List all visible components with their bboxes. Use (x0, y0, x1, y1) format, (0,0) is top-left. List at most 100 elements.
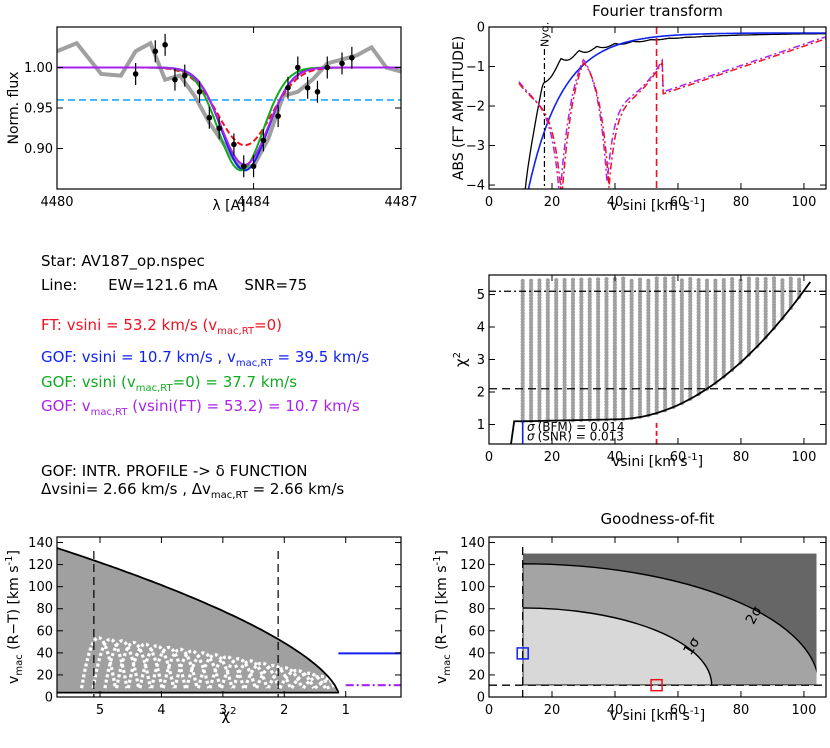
chi2-sample-point (746, 323, 751, 328)
chi2-sample-point (629, 310, 634, 316)
chi2-sample-point (579, 324, 584, 329)
y-axis-label: χ2 (452, 352, 470, 367)
x-tick-label: 4487 (384, 195, 417, 210)
chi2-sample-point (537, 342, 542, 347)
chi2-sample-point (604, 323, 609, 329)
chi2-loop-arc (220, 657, 257, 689)
chi2-sample-point (537, 331, 542, 336)
chi2-sample-point (621, 352, 626, 357)
data-point (324, 64, 331, 71)
chi2-sample-point (629, 372, 634, 377)
chi2-sample-point (654, 393, 659, 398)
chi2-sample-point (537, 398, 542, 403)
y-tick-label: 60 (468, 624, 485, 639)
chi2-sample-point (612, 405, 617, 410)
chi2-sample-point (704, 298, 710, 304)
chi2-sample-point (554, 368, 559, 373)
chi2-loop-arc (266, 666, 304, 689)
chi2-vmac-plot-area (57, 547, 401, 697)
chi2-loop-arc (325, 682, 362, 690)
chi2-sample-point (612, 311, 617, 317)
chi2-sample-point (595, 373, 601, 378)
y-tick-label: 100 (460, 580, 485, 595)
chi2-sample-point (554, 321, 559, 327)
chi2-sample-point (520, 278, 525, 283)
chi2-sample-point (570, 301, 576, 306)
chi2-sample-point (663, 352, 668, 357)
chi2-sample-point (595, 356, 601, 361)
chi2-sample-point (654, 405, 659, 410)
chi2-sample-point (528, 301, 534, 307)
chi2-sample-point (621, 399, 626, 404)
chi2-sample-point (663, 320, 668, 325)
chi2-sample-point (763, 282, 768, 287)
chi2-sample-point (721, 356, 726, 362)
chi2-sample-point (612, 411, 617, 416)
chi2-sample-point (654, 346, 659, 351)
chi2-sample-point (721, 342, 726, 347)
chi2-sample-point (704, 307, 710, 312)
chi2-sample-point (587, 341, 592, 346)
chi2-sample-point (696, 365, 701, 370)
chi2-sample-point (730, 347, 735, 352)
data-point (314, 89, 321, 95)
chi2-sample-point (688, 276, 693, 282)
chi2-sample-point (570, 397, 576, 402)
chi2-sample-point (654, 378, 659, 383)
chi2-sample-point (755, 300, 760, 305)
x-axis-sup: -1 (688, 452, 698, 463)
chi2-sample-point (646, 322, 651, 327)
chi2-sample-point (595, 300, 601, 305)
chi2-sample-point (713, 307, 718, 312)
chi2-sample-point (637, 365, 643, 370)
chi2-sample-point (570, 394, 576, 399)
chi2-sample-point (537, 284, 542, 289)
chi2-sample-point (646, 316, 651, 321)
x-axis-sup: 2 (230, 706, 236, 717)
chi2-sample-point (663, 361, 668, 366)
chi2-sample-point (554, 342, 559, 347)
chi2-sample-point (528, 310, 534, 315)
observed-ft-line (524, 33, 826, 189)
y-tick-label: 1.00 (24, 61, 53, 76)
chi2-sample-point (545, 406, 550, 412)
chi2-sample-point (595, 280, 601, 285)
chi2-sample-point (654, 407, 659, 413)
chi2-sample-point (579, 341, 584, 347)
chi2-sample-point (771, 293, 777, 299)
chi2-sample-point (679, 316, 684, 321)
chi2-sample-point (528, 325, 534, 330)
chi2-sample-point (671, 358, 676, 363)
chi2-sample-point (679, 363, 684, 368)
chi2-sample-point (679, 354, 684, 359)
chi2-sample-point (570, 415, 576, 420)
chi2-sample-point (771, 317, 777, 322)
chi2-sample-point (537, 383, 542, 388)
chi2-sample-point (654, 396, 659, 401)
chi2-sample-point (570, 365, 576, 370)
chi2-sample-point (587, 309, 592, 314)
chi2-sample-point (570, 391, 576, 396)
chi2-sample-point (663, 337, 668, 343)
chi2-sample-point (646, 372, 651, 377)
chi2-sample-point (587, 385, 592, 390)
chi2-sample-point (562, 304, 567, 309)
chi2-sample-point (671, 366, 676, 372)
chi2-sample-point (671, 346, 676, 351)
chi2-sample-point (763, 314, 768, 320)
chi2-sample-point (528, 413, 534, 418)
y-tick-label: 0 (477, 691, 485, 706)
chi2-sample-point (612, 282, 617, 287)
chi2-sample-point (679, 380, 684, 385)
chi2-sample-point (771, 320, 777, 325)
chi2-sample-point (721, 354, 726, 359)
chi2-sample-point (554, 292, 559, 297)
chi2-sample-point (537, 404, 542, 409)
chi2-sample-point (688, 382, 693, 387)
chi2-sample-point (679, 319, 684, 324)
chi2-sample-point (587, 297, 592, 303)
chi2-sample-point (604, 329, 609, 334)
chi2-sample-point (621, 367, 626, 372)
x-axis-end: ] (700, 198, 705, 214)
chi2-sample-point (663, 390, 668, 395)
